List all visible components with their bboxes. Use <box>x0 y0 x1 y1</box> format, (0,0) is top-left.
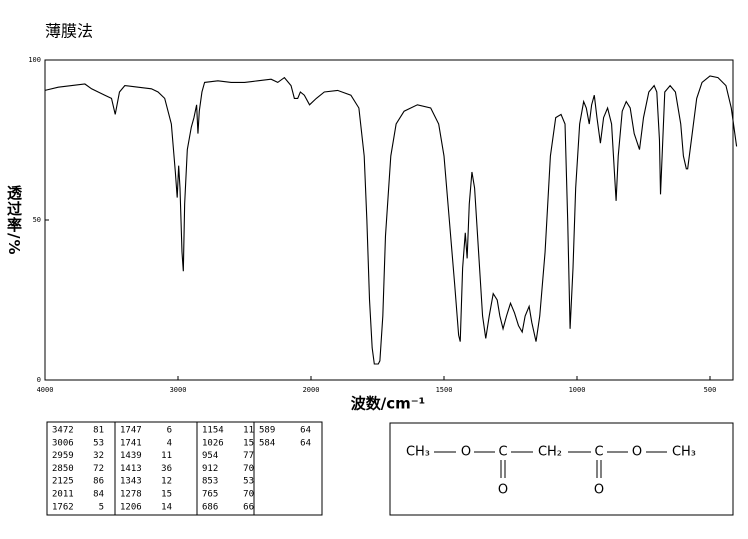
y-tick-label: 0 <box>37 376 41 384</box>
peak-transmittance: 86 <box>93 477 104 487</box>
peak-transmittance: 72 <box>93 464 104 474</box>
x-tick-label: 3000 <box>170 386 187 394</box>
peak-wavenumber: 1762 <box>52 502 74 512</box>
peak-transmittance: 64 <box>300 438 311 448</box>
x-tick-label: 2000 <box>303 386 320 394</box>
peak-transmittance: 11 <box>243 426 254 436</box>
peak-transmittance: 66 <box>243 502 254 512</box>
peak-wavenumber: 1747 <box>120 426 142 436</box>
peak-transmittance: 53 <box>93 438 104 448</box>
peak-wavenumber: 1026 <box>202 438 224 448</box>
peak-transmittance: 14 <box>161 502 172 512</box>
atom-label: CH₂ <box>538 445 562 460</box>
spectrum-line <box>44 75 738 365</box>
peak-wavenumber: 2850 <box>52 464 74 474</box>
peak-wavenumber: 2011 <box>52 490 74 500</box>
y-tick-label: 50 <box>33 216 41 224</box>
peak-wavenumber: 853 <box>202 477 218 487</box>
peak-transmittance: 81 <box>93 426 104 436</box>
peak-wavenumber: 686 <box>202 502 218 512</box>
peak-wavenumber: 912 <box>202 464 218 474</box>
atom-label: O <box>498 483 508 498</box>
peak-transmittance: 4 <box>167 438 172 448</box>
chart-title: 薄膜法 <box>45 22 93 41</box>
x-tick-label: 1500 <box>436 386 453 394</box>
peak-transmittance: 15 <box>161 490 172 500</box>
atom-label: CH₃ <box>406 445 430 460</box>
atom-label: O <box>461 445 471 460</box>
y-axis-label: 透过率/% <box>5 185 23 256</box>
peak-wavenumber: 3006 <box>52 438 74 448</box>
peak-wavenumber: 1154 <box>202 426 224 436</box>
x-tick-label: 1000 <box>569 386 586 394</box>
peak-wavenumber: 1741 <box>120 438 142 448</box>
peak-transmittance: 32 <box>93 451 104 461</box>
peak-wavenumber: 3472 <box>52 426 74 436</box>
peak-wavenumber: 1206 <box>120 502 142 512</box>
peak-transmittance: 11 <box>161 451 172 461</box>
structure-frame <box>389 422 734 516</box>
peak-wavenumber: 2959 <box>52 451 74 461</box>
peak-transmittance: 84 <box>93 490 104 500</box>
peak-transmittance: 64 <box>300 426 311 436</box>
atom-label: CH₃ <box>672 445 696 460</box>
x-axis-label: 波数/cm⁻¹ <box>351 395 426 413</box>
peak-wavenumber: 584 <box>259 438 275 448</box>
atom-label: C <box>498 445 507 460</box>
atom-label: O <box>594 483 604 498</box>
peak-wavenumber: 1343 <box>120 477 142 487</box>
atom-label: C <box>594 445 603 460</box>
peak-transmittance: 15 <box>243 438 254 448</box>
peak-transmittance: 53 <box>243 477 254 487</box>
peak-transmittance: 6 <box>167 426 172 436</box>
x-tick-label: 500 <box>704 386 717 394</box>
peak-wavenumber: 1278 <box>120 490 142 500</box>
peak-transmittance: 12 <box>161 477 172 487</box>
peak-transmittance: 70 <box>243 464 254 474</box>
peak-transmittance: 5 <box>99 502 104 512</box>
peak-transmittance: 70 <box>243 490 254 500</box>
peak-table-frame <box>46 421 323 516</box>
peak-wavenumber: 1413 <box>120 464 142 474</box>
peak-wavenumber: 589 <box>259 426 275 436</box>
atom-label: O <box>632 445 642 460</box>
peak-wavenumber: 1439 <box>120 451 142 461</box>
peak-wavenumber: 765 <box>202 490 218 500</box>
peak-wavenumber: 2125 <box>52 477 74 487</box>
peak-transmittance: 77 <box>243 451 254 461</box>
peak-wavenumber: 954 <box>202 451 218 461</box>
peak-transmittance: 36 <box>161 464 172 474</box>
x-tick-label: 4000 <box>37 386 54 394</box>
y-tick-label: 100 <box>28 56 41 64</box>
